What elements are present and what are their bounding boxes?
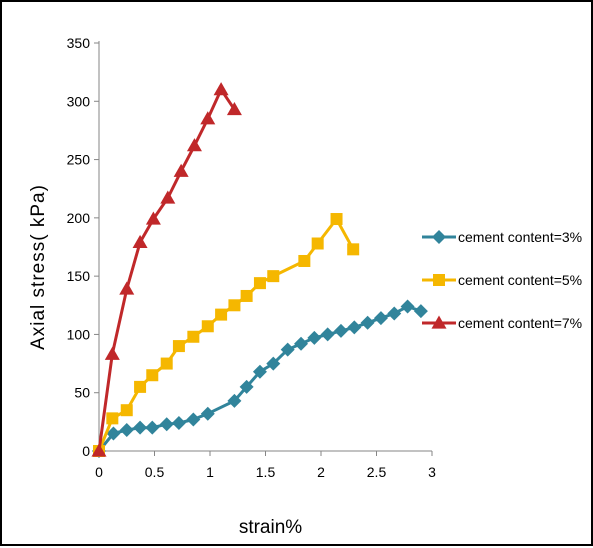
data-point (400, 299, 415, 314)
x-tick-label: 2.5 (367, 464, 387, 480)
data-point (119, 423, 134, 438)
data-point (267, 270, 280, 283)
data-point (187, 330, 200, 343)
data-point (228, 299, 241, 312)
data-point (159, 417, 174, 432)
y-tick-label: 250 (67, 152, 91, 168)
y-tick-label: 350 (67, 35, 91, 51)
data-point (333, 323, 348, 338)
data-point (360, 315, 375, 330)
legend-label: cement content=5% (458, 272, 582, 288)
x-tick-label: 1.5 (256, 464, 276, 480)
x-tick-label: 0.5 (145, 464, 165, 480)
data-point (106, 426, 121, 441)
y-tick-label: 200 (67, 210, 91, 226)
legend-item: cement content=3% (422, 229, 582, 245)
series-layer (91, 82, 428, 458)
y-tick-label: 150 (67, 268, 91, 284)
axes: 0 50 100 150 200 250 300 350 0 0.5 1 1.5 2 2.5 3 (67, 35, 436, 480)
data-point (347, 243, 360, 256)
data-point (320, 327, 335, 342)
data-point (200, 406, 215, 421)
x-tick-label: 0 (95, 464, 103, 480)
series-2 (93, 213, 360, 457)
legend-item: cement content=7% (422, 315, 582, 331)
y-tick-label: 0 (82, 443, 90, 459)
y-tick-label: 300 (67, 93, 91, 109)
data-point (120, 404, 133, 417)
data-point (132, 234, 148, 248)
series-line (97, 88, 236, 452)
data-point (134, 380, 147, 393)
legend-label: cement content=3% (458, 229, 582, 245)
data-point (133, 420, 148, 435)
data-point (172, 340, 185, 353)
x-tick-label: 1 (206, 464, 214, 480)
legend-marker (432, 230, 446, 244)
legend-label: cement content=7% (458, 315, 582, 331)
data-point (311, 237, 324, 250)
data-point (160, 190, 176, 204)
data-point (307, 330, 322, 345)
data-point (387, 306, 402, 321)
data-point (173, 163, 189, 177)
y-tick-label: 100 (67, 326, 91, 342)
data-point (413, 304, 428, 319)
y-axis-title: Axial stress( kPa) (28, 184, 49, 350)
x-axis-title: strain% (239, 517, 302, 538)
series-3 (91, 82, 242, 457)
x-tick-label: 2 (317, 464, 325, 480)
data-point (266, 356, 281, 371)
y-tick-label: 50 (74, 385, 90, 401)
data-point (227, 393, 242, 408)
data-point (213, 82, 229, 96)
data-point (226, 101, 242, 116)
data-point (280, 342, 295, 357)
data-point (373, 311, 388, 326)
legend-marker (431, 315, 447, 329)
data-point (200, 111, 216, 125)
data-point (215, 308, 228, 321)
data-point (240, 289, 253, 302)
data-point (298, 254, 311, 267)
legend-marker (433, 274, 445, 286)
data-point (186, 412, 201, 427)
data-point (145, 211, 161, 225)
data-point (160, 357, 173, 370)
data-point (347, 320, 362, 335)
data-point (239, 379, 254, 394)
legend-item: cement content=5% (422, 272, 582, 288)
data-point (186, 138, 202, 152)
data-point (91, 443, 107, 457)
data-point (119, 281, 135, 295)
data-point (171, 416, 186, 431)
data-point (330, 213, 343, 226)
data-point (201, 320, 214, 333)
data-point (106, 412, 119, 425)
data-point (145, 420, 160, 435)
data-point (253, 277, 266, 290)
data-point (294, 336, 309, 351)
legend: cement content=3% cement content=5% cement… (422, 229, 582, 331)
series-1 (92, 299, 428, 458)
data-point (252, 364, 267, 379)
x-tick-label: 3 (428, 464, 436, 480)
data-point (146, 369, 159, 382)
data-point (104, 346, 120, 360)
